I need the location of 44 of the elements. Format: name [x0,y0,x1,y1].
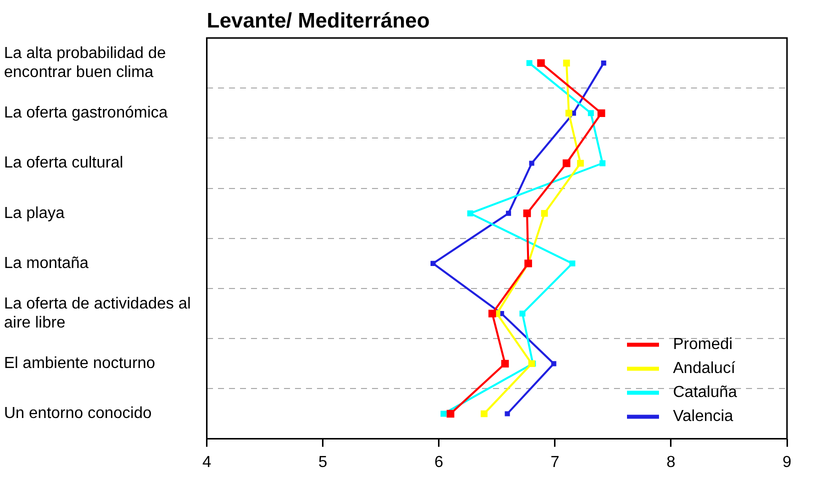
point [569,260,576,266]
point [526,60,532,66]
point [480,410,488,418]
point [541,210,548,217]
point [446,410,454,418]
point [440,410,446,417]
point [523,210,531,218]
x-tick-label: 6 [434,454,444,471]
point [467,210,474,216]
legend-label: Cataluña [673,384,738,402]
point [529,160,534,166]
point [600,160,606,166]
point [506,210,512,216]
point [537,59,545,67]
y-tick-label: Un entorno conocido [4,405,152,422]
point [501,360,509,368]
point [563,60,570,66]
y-tick-label: La oferta de actividades al aire libre [4,295,191,332]
point [598,109,606,117]
y-tick-label: El ambiente nocturno [4,355,156,372]
legend-label: Valencia [673,408,734,426]
y-tick-label: La oferta gastronómica [4,104,168,122]
chart-title: Levante/ Mediterráneo [206,9,430,32]
x-tick-label: 5 [318,454,328,471]
point [601,60,606,66]
point [488,310,496,318]
y-tick-label: La playa [4,204,65,222]
point [430,260,436,266]
y-tick-label: La alta probabilidad de encontrar buen clima [4,44,166,82]
x-tick-label: 7 [550,454,560,471]
x-tick-label: 9 [782,454,792,471]
point [551,361,556,366]
x-tick-label: 8 [666,454,676,471]
y-tick-label: La oferta cultural [4,154,124,172]
legend-label: Promedi [673,336,733,354]
point [577,160,584,167]
x-tick-label: 4 [202,454,212,471]
point [519,310,526,317]
legend-label: Andalucí [673,360,736,378]
point [504,411,510,416]
point [565,110,572,117]
point [562,159,570,168]
y-tick-label: La montaña [4,254,89,272]
point [588,110,594,116]
